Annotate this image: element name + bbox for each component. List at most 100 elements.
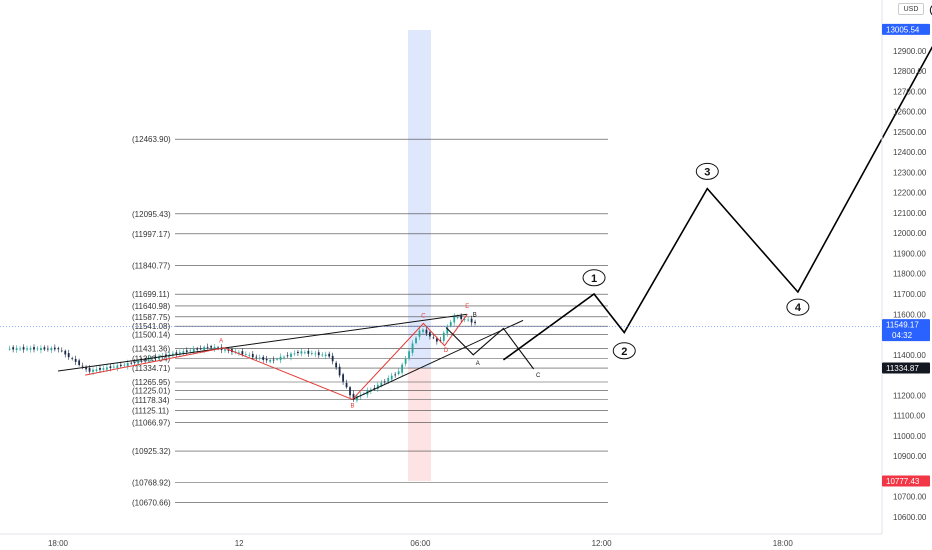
harmonic-pattern-label: C bbox=[421, 313, 426, 319]
candle-body bbox=[151, 358, 153, 360]
candle-body bbox=[324, 354, 327, 356]
candle-body bbox=[314, 353, 317, 355]
candle-body bbox=[335, 362, 338, 368]
candle-body bbox=[422, 329, 424, 332]
fib-level-label: (11640.98) bbox=[132, 302, 170, 311]
price-tag-value: 11549.17 bbox=[886, 321, 919, 330]
highlight-zone-lower bbox=[408, 367, 431, 482]
candle-body bbox=[109, 366, 112, 369]
candle-body bbox=[81, 365, 84, 367]
price-tick-label: 10900.00 bbox=[893, 452, 927, 461]
candle-body bbox=[297, 351, 299, 353]
price-tick-label: 12500.00 bbox=[893, 128, 927, 137]
candle-body bbox=[390, 375, 393, 380]
candle-body bbox=[401, 364, 404, 373]
price-tick-label: 11200.00 bbox=[893, 391, 926, 400]
candle-body bbox=[331, 355, 334, 362]
candle-body bbox=[310, 352, 313, 354]
price-tick-label: 12100.00 bbox=[893, 209, 927, 218]
candle-body bbox=[57, 348, 60, 350]
candle-body bbox=[126, 362, 129, 367]
candle-body bbox=[116, 365, 119, 369]
time-axis[interactable]: 18:001206:0012:0018:001306:0012:0018:001… bbox=[0, 533, 932, 548]
candle-body bbox=[265, 359, 268, 361]
candle-body bbox=[206, 346, 209, 348]
candle-body bbox=[22, 347, 25, 350]
price-tag-box bbox=[882, 23, 930, 35]
wave-label-circle bbox=[582, 269, 606, 287]
fib-level-label: (11178.34) bbox=[132, 396, 170, 405]
candle-body bbox=[356, 396, 358, 401]
candle-body bbox=[279, 356, 282, 361]
candle-body bbox=[133, 362, 136, 363]
candle-body bbox=[383, 381, 386, 383]
wave-projection-path bbox=[502, 45, 932, 361]
price-tick-label: 12700.00 bbox=[893, 87, 927, 96]
candle-body bbox=[50, 347, 53, 351]
candle-body bbox=[43, 347, 46, 350]
candle-body bbox=[19, 348, 21, 350]
drawings-layer: ABCDEBAC12345 bbox=[57, 5, 932, 410]
candle-body bbox=[446, 327, 449, 334]
candle-body bbox=[345, 382, 348, 388]
candle-body bbox=[418, 330, 421, 337]
candle-body bbox=[338, 366, 341, 376]
wave-label-circle bbox=[695, 162, 719, 180]
candle-body bbox=[78, 360, 81, 366]
candle-body bbox=[376, 384, 379, 389]
price-tick-label: 12900.00 bbox=[893, 47, 927, 56]
fib-level-label: (11541.08) bbox=[132, 322, 170, 331]
candle-body bbox=[470, 318, 473, 323]
candle-body bbox=[394, 374, 397, 376]
candle-body bbox=[241, 351, 244, 355]
price-tick-label: 11700.00 bbox=[893, 290, 926, 299]
candle-body bbox=[283, 356, 285, 358]
candle-body bbox=[137, 360, 140, 364]
candle-body bbox=[342, 374, 344, 382]
candle-body bbox=[255, 356, 258, 358]
currency-selector[interactable]: USD bbox=[898, 3, 924, 15]
candle-body bbox=[258, 357, 261, 359]
candle-body bbox=[373, 388, 376, 389]
candle-body bbox=[165, 354, 167, 357]
fib-level-label: (12095.43) bbox=[132, 210, 171, 219]
price-tick-label: 12400.00 bbox=[893, 148, 927, 157]
time-tick-label: 06:00 bbox=[410, 539, 431, 548]
fib-level-label: (11334.71) bbox=[132, 364, 170, 373]
fib-level-label: (11840.77) bbox=[132, 261, 170, 270]
candle-body bbox=[92, 369, 94, 372]
candle-body bbox=[40, 348, 42, 351]
harmonic-pattern-label: D bbox=[444, 348, 449, 354]
price-tag-value: 11334.87 bbox=[886, 364, 919, 373]
correction-label: B bbox=[473, 312, 477, 318]
candle-body bbox=[185, 350, 188, 352]
candle-body bbox=[102, 368, 105, 370]
candle-body bbox=[293, 353, 296, 355]
harmonic-pattern-label: B bbox=[350, 404, 354, 410]
correction-label: C bbox=[536, 373, 541, 379]
correction-label: A bbox=[476, 361, 480, 367]
candle-body bbox=[53, 347, 56, 350]
harmonic-pattern-line bbox=[85, 313, 468, 401]
candle-body bbox=[262, 356, 265, 360]
price-tag-box bbox=[882, 319, 930, 342]
candle-body bbox=[26, 348, 28, 350]
candle-body bbox=[123, 364, 126, 366]
candle-body bbox=[244, 354, 247, 356]
fib-level-label: (11125.11) bbox=[132, 407, 169, 416]
time-tick-label: 18:00 bbox=[48, 539, 69, 548]
candle-body bbox=[387, 378, 390, 382]
candle-body bbox=[140, 360, 143, 362]
wave-label-circle bbox=[612, 342, 636, 360]
candle-body bbox=[8, 348, 11, 350]
time-tick-label: 12:00 bbox=[592, 539, 613, 548]
candle-body bbox=[130, 362, 133, 364]
fib-level-label: (11066.97) bbox=[132, 418, 170, 427]
price-tick-label: 11900.00 bbox=[893, 249, 926, 258]
wave-label-number: 4 bbox=[795, 302, 802, 314]
candle-body bbox=[199, 348, 202, 350]
candle-body bbox=[286, 355, 289, 357]
